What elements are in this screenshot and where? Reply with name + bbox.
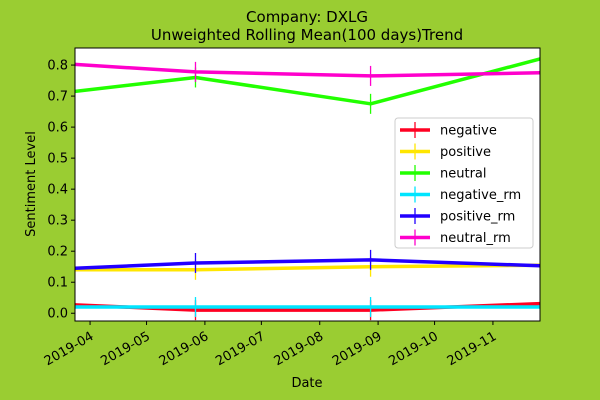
chart-subtitle: Unweighted Rolling Mean(100 days)Trend xyxy=(151,26,463,44)
legend: negative positive neutral negative_rmpositi… xyxy=(394,117,534,249)
legend-label: positive xyxy=(440,145,491,160)
x-axis: 2019-04 2019-05 2019-06 2019-07 2019-08 2019-… xyxy=(42,321,499,369)
x-axis-label: Date xyxy=(291,376,322,391)
y-tick-label: 0.1 xyxy=(47,276,68,291)
legend-label: positive_rm xyxy=(440,210,515,225)
x-tick-label: 2019-07 xyxy=(213,329,268,369)
y-tick-label: 0.8 xyxy=(47,59,68,74)
y-tick-label: 0.4 xyxy=(47,183,68,198)
y-tick-label: 0.5 xyxy=(47,152,68,167)
y-tick-label: 0.3 xyxy=(47,214,68,229)
series-line-positive xyxy=(75,263,540,272)
x-tick-label: 2019-10 xyxy=(386,329,441,369)
series-line-neutral_rm xyxy=(75,62,540,78)
legend-label: neutral_rm xyxy=(440,231,511,246)
series-line-positive_rm xyxy=(75,258,540,271)
x-tick-label: 2019-08 xyxy=(272,329,327,369)
y-tick-label: 0.0 xyxy=(47,307,68,322)
x-tick-label: 2019-06 xyxy=(157,329,212,369)
x-tick-label: 2019-04 xyxy=(42,329,97,369)
plot-frame xyxy=(74,47,541,322)
chart-title: Company: DXLG xyxy=(246,8,368,26)
series-line-neutral xyxy=(75,57,540,106)
legend-label: negative_rm xyxy=(440,188,521,203)
y-axis: 0.0 0.1 0.2 0.3 0.4 0.5 0.6 0.7 0.8 xyxy=(47,59,75,322)
y-tick-label: 0.2 xyxy=(47,245,68,260)
y-axis-label: Sentiment Level xyxy=(24,131,39,237)
x-tick-label: 2019-05 xyxy=(98,329,153,369)
y-tick-label: 0.7 xyxy=(47,90,68,105)
legend-label: negative xyxy=(440,124,497,139)
x-tick-label: 2019-09 xyxy=(330,329,385,369)
x-tick-label: 2019-11 xyxy=(445,329,500,369)
series-layer xyxy=(75,57,540,321)
series-group xyxy=(75,57,540,321)
y-tick-label: 0.6 xyxy=(47,121,68,136)
legend-label: neutral xyxy=(440,167,487,182)
